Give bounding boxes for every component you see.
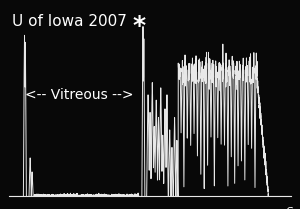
Text: <-- Vitreous -->: <-- Vitreous --> (25, 88, 134, 102)
Text: μS: μS (280, 208, 294, 209)
Text: U of Iowa 2007: U of Iowa 2007 (12, 14, 127, 29)
Text: *: * (133, 14, 146, 38)
